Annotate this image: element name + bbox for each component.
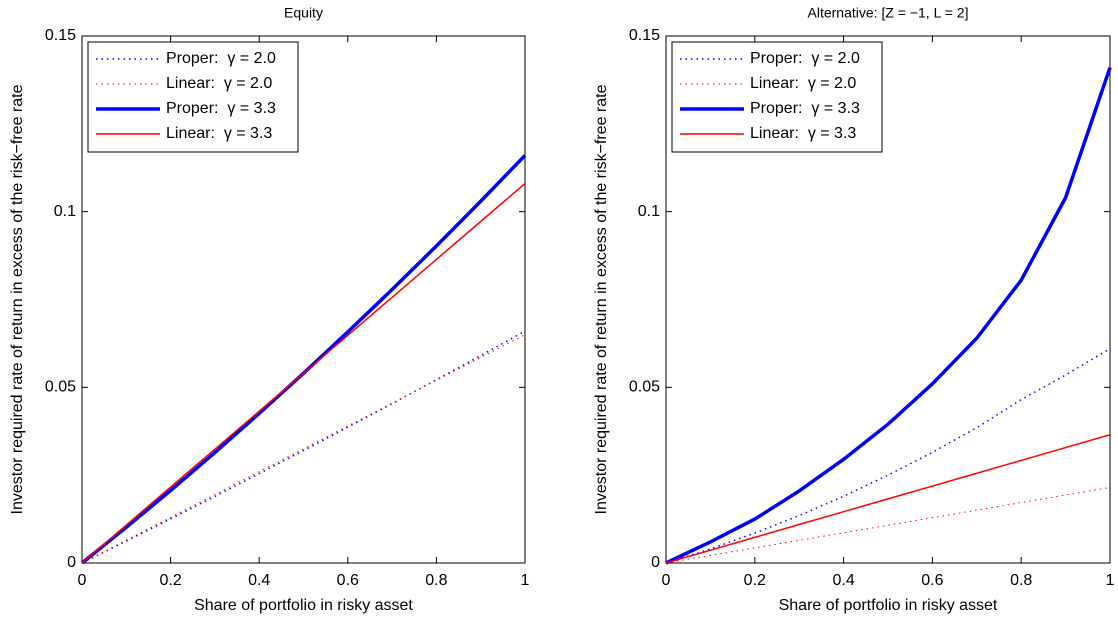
y-tick-label: 0.15 [629,27,660,44]
data-line [665,348,1111,564]
legend-label: Proper: γ = 3.3 [166,100,276,117]
y-tick-label: 0 [651,554,660,571]
y-tick-label: 0.05 [629,379,660,396]
data-line [81,334,526,564]
x-tick-label: 0.8 [1010,572,1032,589]
legend-label: Linear: γ = 2.0 [166,75,272,92]
y-tick-label: 0.15 [45,27,76,44]
legend-label: Proper: γ = 2.0 [750,50,860,67]
x-tick-label: 0.4 [832,572,854,589]
x-tick-label: 0.6 [921,572,943,589]
plot-frame [81,35,526,564]
plot-frame [665,35,1111,564]
x-tick-label: 0.4 [248,572,270,589]
x-tick-label: 1 [1106,572,1115,589]
data-line [665,434,1111,564]
legend-label: Linear: γ = 3.3 [166,125,272,142]
y-tick-label: 0.05 [45,379,76,396]
legend-label: Proper: γ = 2.0 [166,50,276,67]
legend-box [87,41,299,153]
x-tick-label: 0.8 [425,572,447,589]
x-tick-label: 0 [78,572,87,589]
data-line [665,486,1111,564]
legend-label: Linear: γ = 3.3 [750,125,856,142]
data-line [81,330,526,564]
x-tick-label: 1 [521,572,530,589]
x-tick-label: 0 [662,572,671,589]
y-tick-label: 0 [67,554,76,571]
legend-label: Linear: γ = 2.0 [750,75,856,92]
x-tick-label: 0.2 [744,572,766,589]
data-line [665,67,1112,565]
chart-title: Alternative: [Z = −1, L = 2] [808,5,969,21]
y-axis-label: Investor required rate of return in exce… [593,84,610,514]
x-tick-label: 0.2 [159,572,181,589]
y-tick-label: 0.1 [638,203,660,220]
data-line [80,154,527,565]
y-axis-label: Investor required rate of return in exce… [9,84,26,514]
chart-title: Equity [284,5,323,21]
legend-label: Proper: γ = 3.3 [750,100,860,117]
x-axis-label: Share of portfolio in risky asset [194,597,413,614]
y-tick-label: 0.1 [54,203,76,220]
data-line [81,182,526,564]
x-axis-label: Share of portfolio in risky asset [779,597,998,614]
x-tick-label: 0.6 [337,572,359,589]
